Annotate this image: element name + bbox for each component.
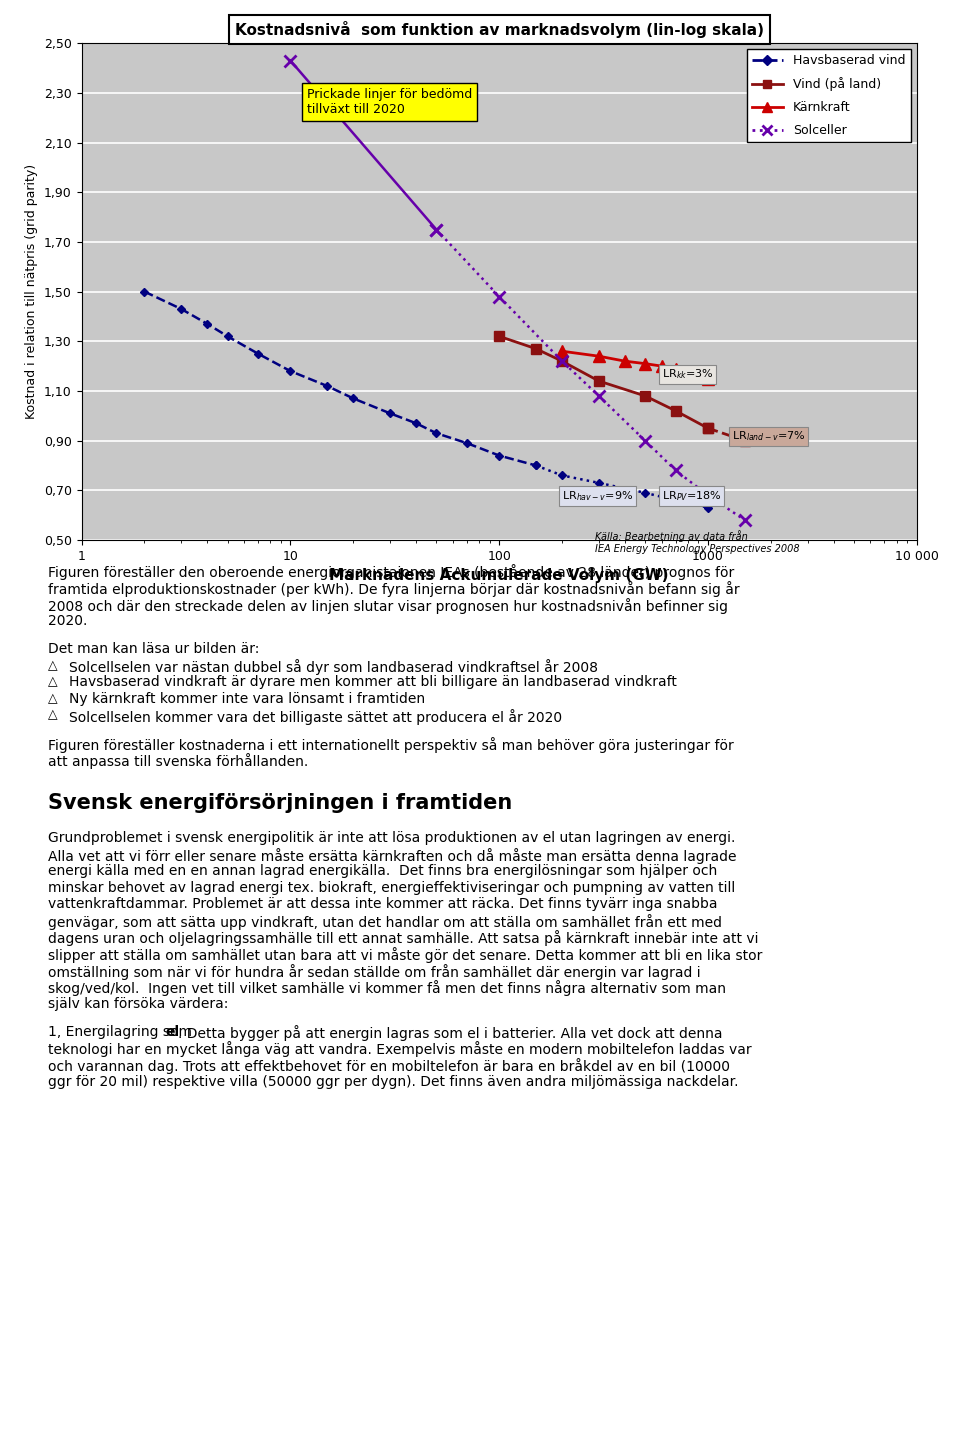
Text: slipper att ställa om samhället utan bara att vi måste gör det senare. Detta kom: slipper att ställa om samhället utan bar… [48, 948, 762, 963]
Text: genvägar, som att sätta upp vindkraft, utan det handlar om att ställa om samhäll: genvägar, som att sätta upp vindkraft, u… [48, 914, 722, 930]
Text: 2008 och där den streckade delen av linjen slutar visar prognosen hur kostnadsni: 2008 och där den streckade delen av linj… [48, 598, 728, 613]
Text: △: △ [48, 708, 58, 721]
Text: att anpassa till svenska förhållanden.: att anpassa till svenska förhållanden. [48, 753, 308, 769]
Text: LR$_{hav-v}$=9%: LR$_{hav-v}$=9% [562, 490, 634, 503]
Text: Grundproblemet i svensk energipolitik är inte att lösa produktionen av el utan l: Grundproblemet i svensk energipolitik är… [48, 831, 735, 845]
Text: teknologi har en mycket långa väg att vandra. Exempelvis måste en modern mobilte: teknologi har en mycket långa väg att va… [48, 1041, 752, 1057]
Text: minskar behovet av lagrad energi tex. biokraft, energieffektiviseringar och pump: minskar behovet av lagrad energi tex. bi… [48, 881, 735, 894]
Text: Figuren föreställer den oberoende energiorganistaionen IEAs (bestående av 28 län: Figuren föreställer den oberoende energi… [48, 564, 734, 580]
Text: själv kan försöka värdera:: själv kan försöka värdera: [48, 996, 228, 1011]
Text: Svensk energiförsörjningen i framtiden: Svensk energiförsörjningen i framtiden [48, 793, 513, 814]
Y-axis label: Kostnad i relation till nätpris (grid parity): Kostnad i relation till nätpris (grid pa… [25, 164, 38, 419]
Text: 1, Energilagring som: 1, Energilagring som [48, 1025, 197, 1038]
Text: Källa: Bearbetning av data från
IEA Energy Technology Perspectives 2008: Källa: Bearbetning av data från IEA Ener… [595, 530, 800, 553]
X-axis label: Marknadens Ackumulerade Volym (GW): Marknadens Ackumulerade Volym (GW) [329, 569, 669, 583]
Text: dagens uran och oljelagringssamhälle till ett annat samhälle. Att satsa på kärnk: dagens uran och oljelagringssamhälle til… [48, 930, 758, 946]
Text: skog/ved/kol.  Ingen vet till vilket samhälle vi kommer få men det finns några a: skog/ved/kol. Ingen vet till vilket samh… [48, 981, 726, 996]
Legend: Havsbaserad vind, Vind (på land), Kärnkraft, Solceller: Havsbaserad vind, Vind (på land), Kärnkr… [747, 49, 910, 143]
Text: Alla vet att vi förr eller senare måste ersätta kärnkraften och då måste man ers: Alla vet att vi förr eller senare måste … [48, 848, 736, 864]
Text: △: △ [48, 675, 58, 688]
Text: Ny kärnkraft kommer inte vara lönsamt i framtiden: Ny kärnkraft kommer inte vara lönsamt i … [69, 693, 425, 706]
Text: energi källa med en en annan lagrad energikälla.  Det finns bra energilösningar : energi källa med en en annan lagrad ener… [48, 864, 717, 878]
Text: omställning som när vi för hundra år sedan ställde om från samhället där energin: omställning som när vi för hundra år sed… [48, 963, 701, 979]
Title: Kostnadsnivå  som funktion av marknadsvolym (lin-log skala): Kostnadsnivå som funktion av marknadsvol… [234, 20, 764, 37]
Text: och varannan dag. Trots att effektbehovet för en mobiltelefon är bara en bråkdel: och varannan dag. Trots att effektbehove… [48, 1058, 730, 1074]
Text: LR$_{PV}$=18%: LR$_{PV}$=18% [661, 490, 722, 503]
Text: Prickade linjer för bedömd
tillväxt till 2020: Prickade linjer för bedömd tillväxt till… [307, 88, 472, 115]
Text: LR$_{kk}$=3%: LR$_{kk}$=3% [661, 367, 713, 382]
Text: Figuren föreställer kostnaderna i ett internationellt perspektiv så man behöver : Figuren föreställer kostnaderna i ett in… [48, 737, 733, 753]
Text: ggr för 20 mil) respektive villa (50000 ggr per dygn). Det finns även andra milj: ggr för 20 mil) respektive villa (50000 … [48, 1074, 738, 1089]
Text: LR$_{land-v}$=7%: LR$_{land-v}$=7% [732, 429, 805, 444]
Text: Solcellselen var nästan dubbel så dyr som landbaserad vindkraftsel år 2008: Solcellselen var nästan dubbel så dyr so… [69, 660, 598, 675]
Text: framtida elproduktionskostnader (per kWh). De fyra linjerna börjar där kostnadsn: framtida elproduktionskostnader (per kWh… [48, 580, 739, 598]
Text: . Detta bygger på att energin lagras som el i batterier. Alla vet dock att denna: . Detta bygger på att energin lagras som… [178, 1025, 723, 1041]
Text: vattenkraftdammar. Problemet är att dessa inte kommer att räcka. Det finns tyvär: vattenkraftdammar. Problemet är att dess… [48, 897, 717, 912]
Text: el: el [165, 1025, 180, 1038]
Text: Havsbaserad vindkraft är dyrare men kommer att bli billigare än landbaserad vind: Havsbaserad vindkraft är dyrare men komm… [69, 675, 677, 690]
Text: △: △ [48, 660, 58, 672]
Text: 2020.: 2020. [48, 613, 87, 628]
Text: Det man kan läsa ur bilden är:: Det man kan läsa ur bilden är: [48, 642, 259, 657]
Text: △: △ [48, 693, 58, 706]
Text: Solcellselen kommer vara det billigaste sättet att producera el år 2020: Solcellselen kommer vara det billigaste … [69, 708, 563, 724]
